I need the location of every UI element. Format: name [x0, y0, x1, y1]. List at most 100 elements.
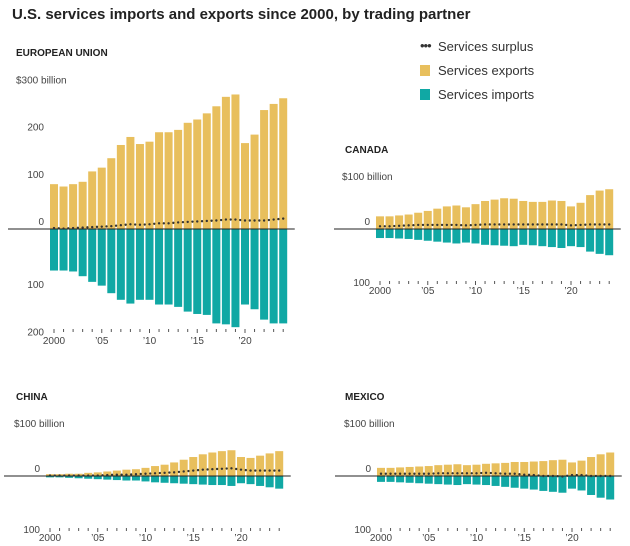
- export-bar-eu-2019: [231, 94, 240, 229]
- import-bar-canada-2020: [567, 229, 575, 247]
- y-tick-label-mexico-0: $100 billion: [344, 419, 395, 430]
- surplus-point-china-2024: [278, 469, 281, 472]
- import-bar-eu-2023: [269, 229, 278, 324]
- export-bar-mexico-2015: [520, 461, 529, 476]
- surplus-point-eu-2022: [262, 219, 266, 222]
- panel-title-canada: CANADA: [345, 145, 388, 156]
- surplus-dot-mexico-2009-mid: [470, 472, 473, 475]
- import-bar-canada-2024: [605, 229, 614, 256]
- import-bar-china-2017: [208, 476, 217, 486]
- import-bar-eu-2018: [221, 229, 230, 325]
- surplus-dot-mexico-2011-mid: [489, 471, 493, 475]
- surplus-dot-eu-2014-mid: [191, 220, 194, 223]
- surplus-dot-mexico-2006-mid: [441, 472, 445, 475]
- surplus-point-mexico-2006: [437, 472, 440, 475]
- import-bar-mexico-2011: [482, 476, 491, 486]
- surplus-dot-eu-2011-mid: [162, 222, 166, 225]
- surplus-point-china-2021: [249, 469, 252, 472]
- import-bar-mexico-2015: [520, 476, 529, 489]
- surplus-point-canada-2002: [397, 224, 401, 228]
- surplus-point-canada-2023: [598, 223, 601, 226]
- surplus-dot-china-2007-mid: [120, 473, 123, 476]
- export-bar-eu-2001: [59, 186, 68, 229]
- export-bar-eu-2017: [212, 106, 221, 229]
- surplus-dot-canada-2021-mid: [584, 223, 587, 226]
- surplus-point-eu-2023: [272, 218, 275, 221]
- x-tick-label-canada-2010: ’10: [469, 286, 483, 297]
- surplus-dot-mexico-2022-mid: [594, 474, 598, 478]
- import-bar-canada-2003: [404, 229, 413, 239]
- export-bar-mexico-2001: [386, 467, 395, 476]
- y-tick-label-china-2: 100: [23, 525, 40, 536]
- surplus-point-mexico-2010: [475, 472, 478, 475]
- y-tick-label-canada-1: 0: [364, 217, 370, 228]
- surplus-dot-canada-2023-mid: [603, 223, 606, 226]
- surplus-point-canada-2019: [560, 223, 563, 226]
- export-bar-canada-2017: [538, 201, 547, 229]
- surplus-dot-mexico-2005-mid: [432, 472, 435, 475]
- surplus-point-china-2019: [230, 467, 233, 470]
- export-bar-china-2024: [275, 451, 284, 476]
- surplus-point-mexico-2024: [609, 474, 612, 478]
- surplus-point-china-2011: [153, 472, 157, 475]
- x-tick-label-china-2000: 2000: [39, 533, 62, 544]
- surplus-dot-mexico-2002-mid: [403, 472, 407, 475]
- x-tick-label-china-2020: ’20: [234, 533, 248, 544]
- import-bar-mexico-2006: [434, 476, 443, 485]
- surplus-point-china-2014: [182, 470, 185, 473]
- surplus-point-canada-2012: [493, 223, 496, 226]
- import-bar-mexico-2007: [443, 476, 452, 485]
- surplus-point-china-2004: [87, 474, 90, 477]
- legend-label-exports: Services exports: [438, 62, 535, 78]
- import-bar-eu-2008: [126, 229, 135, 304]
- imports-swatch-icon: [420, 88, 430, 100]
- surplus-point-mexico-2012: [494, 472, 497, 475]
- surplus-point-eu-2019: [234, 218, 237, 221]
- surplus-point-china-2012: [163, 471, 166, 475]
- export-bar-mexico-2005: [424, 466, 433, 476]
- surplus-dot-canada-2000-mid: [383, 225, 386, 228]
- surplus-point-mexico-2014: [513, 472, 516, 475]
- export-bar-canada-2006: [433, 208, 442, 229]
- surplus-point-canada-2013: [502, 223, 506, 226]
- export-bar-eu-2010: [145, 141, 154, 229]
- import-bar-china-2018: [217, 476, 226, 486]
- export-bar-canada-2009: [461, 207, 470, 229]
- export-bar-eu-2016: [202, 113, 211, 229]
- import-bar-china-2004: [84, 476, 93, 479]
- x-tick-label-eu-2015: ’15: [191, 336, 205, 347]
- export-bar-china-2013: [170, 462, 179, 476]
- surplus-dots-icon: •••: [420, 38, 432, 53]
- surplus-point-mexico-2003: [408, 472, 411, 475]
- import-bar-china-2006: [103, 476, 112, 480]
- x-tick-label-china-2015: ’15: [187, 533, 201, 544]
- x-tick-label-eu-2020: ’20: [238, 336, 252, 347]
- surplus-dot-china-2023-mid: [273, 469, 276, 472]
- import-bar-mexico-2004: [415, 476, 424, 484]
- export-bar-eu-2014: [183, 122, 192, 229]
- export-bar-china-2016: [198, 454, 207, 476]
- surplus-dot-china-2017-mid: [215, 467, 219, 471]
- surplus-point-mexico-2009: [465, 472, 469, 475]
- surplus-dot-mexico-2001-mid: [394, 472, 397, 475]
- x-tick-label-mexico-2000: 2000: [370, 533, 393, 544]
- surplus-dot-canada-2022-mid: [593, 223, 597, 226]
- import-bar-canada-2005: [423, 229, 432, 241]
- export-bar-china-2017: [208, 452, 217, 476]
- export-bar-canada-2007: [442, 206, 451, 229]
- surplus-dot-china-2000-mid: [53, 474, 56, 477]
- export-bar-mexico-2002: [396, 467, 405, 476]
- import-bar-mexico-2009: [462, 476, 471, 485]
- panel-title-mexico: MEXICO: [345, 392, 385, 403]
- export-bar-canada-2016: [528, 201, 537, 229]
- surplus-dot-canada-2003-mid: [412, 223, 415, 227]
- import-bar-canada-2004: [414, 229, 423, 240]
- surplus-dot-china-2001-mid: [63, 474, 66, 477]
- x-tick-label-china-2005: ’05: [91, 533, 105, 544]
- surplus-dot-china-2002-mid: [72, 474, 76, 477]
- import-bar-mexico-2008: [453, 476, 462, 486]
- surplus-dot-canada-2013-mid: [507, 223, 511, 226]
- surplus-dot-mexico-2015-mid: [527, 473, 531, 477]
- surplus-point-mexico-2023: [599, 474, 602, 478]
